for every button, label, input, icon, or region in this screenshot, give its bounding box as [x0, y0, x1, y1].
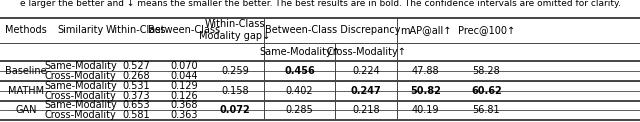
Text: Same-Modality: Same-Modality [44, 81, 117, 91]
Text: Similarity: Similarity [58, 25, 104, 35]
Text: 0.581: 0.581 [122, 110, 150, 120]
Text: GAN: GAN [15, 105, 37, 115]
Text: MATHM: MATHM [8, 86, 44, 96]
Text: Between-Class Discrepancy: Between-Class Discrepancy [265, 25, 401, 35]
Text: 0.363: 0.363 [171, 110, 198, 120]
Text: 0.044: 0.044 [171, 71, 198, 81]
Text: 0.402: 0.402 [285, 86, 314, 96]
Text: 0.129: 0.129 [170, 81, 198, 91]
Text: Within-Class: Within-Class [106, 25, 166, 35]
Text: Cross-Modality: Cross-Modality [45, 71, 116, 81]
Text: 0.653: 0.653 [122, 100, 150, 110]
Text: Prec@100↑: Prec@100↑ [458, 25, 515, 35]
Text: 47.88: 47.88 [412, 66, 440, 76]
Text: 0.527: 0.527 [122, 61, 150, 71]
Text: 0.285: 0.285 [285, 105, 314, 115]
Text: Cross-Modality↑: Cross-Modality↑ [326, 47, 406, 57]
Text: Baseline: Baseline [5, 66, 47, 76]
Text: e larger the better and ↓ means the smaller the better. The best results are in : e larger the better and ↓ means the smal… [19, 0, 621, 8]
Text: 0.072: 0.072 [220, 105, 250, 115]
Text: 58.28: 58.28 [472, 66, 500, 76]
Text: Same-Modality: Same-Modality [44, 100, 117, 110]
Text: 0.531: 0.531 [122, 81, 150, 91]
Text: Within-Class
Modality gap↓: Within-Class Modality gap↓ [199, 19, 271, 41]
Text: Methods: Methods [5, 25, 47, 35]
Text: 40.19: 40.19 [412, 105, 439, 115]
Text: 0.268: 0.268 [122, 71, 150, 81]
Text: 50.82: 50.82 [410, 86, 441, 96]
Text: 0.456: 0.456 [284, 66, 315, 76]
Text: Cross-Modality: Cross-Modality [45, 110, 116, 120]
Text: Same-Modality↑: Same-Modality↑ [259, 47, 340, 57]
Text: 60.62: 60.62 [471, 86, 502, 96]
Text: Between-Class: Between-Class [148, 25, 220, 35]
Text: 0.247: 0.247 [351, 86, 381, 96]
Text: 0.373: 0.373 [122, 91, 150, 101]
Text: 0.070: 0.070 [170, 61, 198, 71]
Text: Same-Modality: Same-Modality [44, 61, 117, 71]
Text: 56.81: 56.81 [472, 105, 500, 115]
Text: 0.126: 0.126 [170, 91, 198, 101]
Text: 0.368: 0.368 [171, 100, 198, 110]
Text: Cross-Modality: Cross-Modality [45, 91, 116, 101]
Text: 0.224: 0.224 [352, 66, 380, 76]
Text: 0.218: 0.218 [352, 105, 380, 115]
Text: 0.259: 0.259 [221, 66, 249, 76]
Text: 0.158: 0.158 [221, 86, 249, 96]
Text: mAP@all↑: mAP@all↑ [400, 25, 451, 35]
